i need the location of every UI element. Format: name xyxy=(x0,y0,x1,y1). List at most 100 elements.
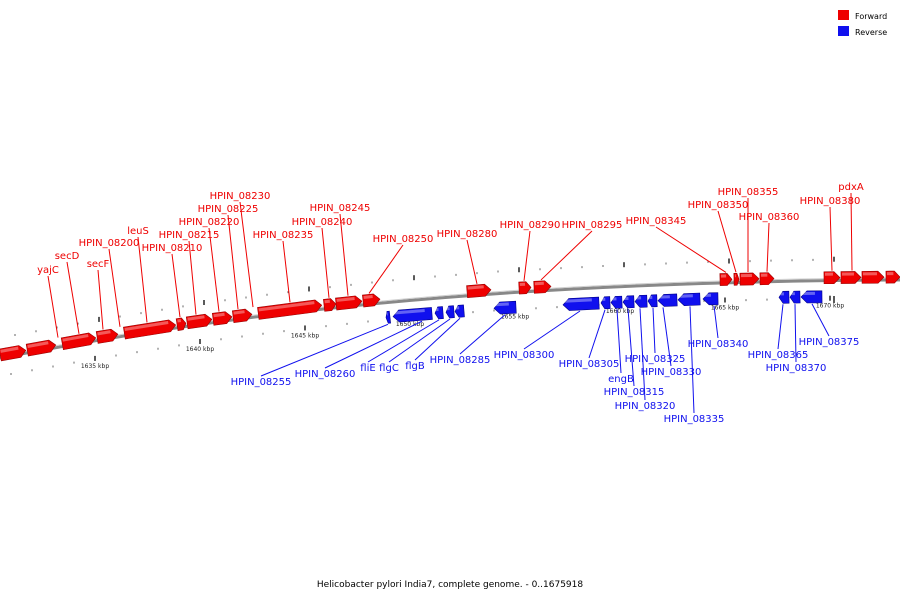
tick-label: 1650 kbp xyxy=(396,321,424,328)
forward-gene-label: HPIN_08225 xyxy=(198,204,259,215)
forward-gene-label: HPIN_08290 xyxy=(500,220,561,231)
forward-gene[interactable] xyxy=(823,271,841,285)
reverse-gene[interactable] xyxy=(677,292,701,306)
forward-gene[interactable] xyxy=(95,328,119,344)
forward-gene[interactable] xyxy=(885,270,900,284)
reverse-gene-label: flgB xyxy=(405,361,425,372)
forward-gene-label: HPIN_08280 xyxy=(437,229,498,240)
reverse-gene[interactable] xyxy=(445,305,455,319)
forward-gene[interactable] xyxy=(257,299,323,320)
forward-gene[interactable] xyxy=(719,273,733,286)
reverse-gene-label: HPIN_08300 xyxy=(494,350,555,361)
reverse-gene-label: HPIN_08260 xyxy=(295,369,356,380)
reverse-gene[interactable] xyxy=(622,295,635,309)
reverse-gene[interactable] xyxy=(778,290,790,304)
reverse-gene[interactable] xyxy=(385,310,391,324)
label-leader xyxy=(662,307,672,367)
reverse-gene-label: fliE xyxy=(360,363,375,374)
label-leader xyxy=(777,304,784,350)
reverse-gene-label: HPIN_08255 xyxy=(231,377,292,388)
reverse-gene[interactable] xyxy=(562,296,600,311)
legend: Forward Reverse xyxy=(838,10,887,37)
forward-gene[interactable] xyxy=(231,308,253,323)
label-leader xyxy=(850,192,853,271)
reverse-gene-label: flgC xyxy=(379,363,399,374)
label-leader xyxy=(639,308,646,401)
forward-gene-label: HPIN_08230 xyxy=(210,191,271,202)
label-leader xyxy=(137,236,148,323)
forward-gene-label: HPIN_08215 xyxy=(159,230,220,241)
forward-gene[interactable] xyxy=(323,298,337,312)
reverse-gene[interactable] xyxy=(454,304,465,318)
label-leader xyxy=(616,309,622,374)
forward-gene-label: HPIN_08235 xyxy=(253,230,314,241)
forward-gene[interactable] xyxy=(533,280,552,294)
reverse-gene[interactable] xyxy=(702,292,719,306)
forward-gene[interactable] xyxy=(733,272,740,286)
label-leader xyxy=(324,320,423,369)
label-leader xyxy=(388,318,451,363)
reverse-gene-label: HPIN_08340 xyxy=(688,339,749,350)
forward-gene[interactable] xyxy=(60,332,97,351)
forward-gene-label: HPIN_08210 xyxy=(142,243,203,254)
forward-gene[interactable] xyxy=(123,319,177,340)
forward-gene-label: yajC xyxy=(37,265,59,276)
reverse-gene[interactable] xyxy=(657,293,678,307)
reverse-gene[interactable] xyxy=(434,306,444,320)
forward-gene[interactable] xyxy=(175,317,187,331)
forward-gene-label: pdxA xyxy=(838,182,864,193)
reverse-gene-label: HPIN_08315 xyxy=(604,387,665,398)
forward-gene-label: HPIN_08355 xyxy=(718,187,779,198)
forward-gene[interactable] xyxy=(25,339,57,357)
reverse-gene[interactable] xyxy=(789,290,801,304)
forward-gene[interactable] xyxy=(466,283,492,298)
forward-gene[interactable] xyxy=(861,270,885,284)
reverse-gene[interactable] xyxy=(392,307,433,323)
reverse-gene-label: HPIN_08285 xyxy=(430,355,491,366)
label-leader xyxy=(523,230,531,281)
forward-gene[interactable] xyxy=(335,295,363,311)
reverse-gene[interactable] xyxy=(493,300,517,315)
label-leader xyxy=(811,303,830,337)
reverse-gene-label: HPIN_08330 xyxy=(641,367,702,378)
reverse-gene[interactable] xyxy=(634,294,648,308)
reverse-gene[interactable] xyxy=(800,290,823,304)
reverse-gene[interactable] xyxy=(647,294,658,308)
forward-gene[interactable] xyxy=(362,293,381,308)
label-leader xyxy=(717,210,737,273)
forward-gene-label: secF xyxy=(87,259,110,270)
forward-gene[interactable] xyxy=(840,271,862,284)
tick-label: 1645 kbp xyxy=(291,332,319,339)
forward-gene[interactable] xyxy=(211,311,233,326)
label-leader xyxy=(321,227,330,298)
forward-gene[interactable] xyxy=(739,272,760,286)
label-leader xyxy=(260,323,389,377)
forward-gene[interactable] xyxy=(518,281,532,295)
label-leader xyxy=(540,230,593,281)
reverse-gene[interactable] xyxy=(610,295,623,309)
forward-gene-label: HPIN_08240 xyxy=(292,217,353,228)
reverse-gene-label: HPIN_08320 xyxy=(615,401,676,412)
reverse-gene-label: HPIN_08375 xyxy=(799,337,860,348)
forward-gene[interactable] xyxy=(759,272,775,286)
map-caption: Helicobacter pylori India7, complete gen… xyxy=(317,580,584,590)
reverse-gene-label: HPIN_08335 xyxy=(664,414,725,425)
label-leader xyxy=(368,244,404,294)
label-leader xyxy=(188,240,197,315)
forward-gene[interactable] xyxy=(0,344,27,362)
reverse-gene-label: HPIN_08325 xyxy=(625,354,686,365)
forward-gene-label: HPIN_08350 xyxy=(688,200,749,211)
forward-gene[interactable] xyxy=(185,313,213,330)
reverse-gene-label: HPIN_08305 xyxy=(559,359,620,370)
legend-forward-label: Forward xyxy=(855,12,887,21)
label-leader xyxy=(339,213,349,296)
label-leader xyxy=(227,214,239,310)
label-leader xyxy=(459,314,506,355)
reverse-gene[interactable] xyxy=(600,296,611,310)
label-leader xyxy=(239,201,254,308)
tick-label: 1640 kbp xyxy=(186,346,214,353)
label-leader xyxy=(689,306,695,414)
